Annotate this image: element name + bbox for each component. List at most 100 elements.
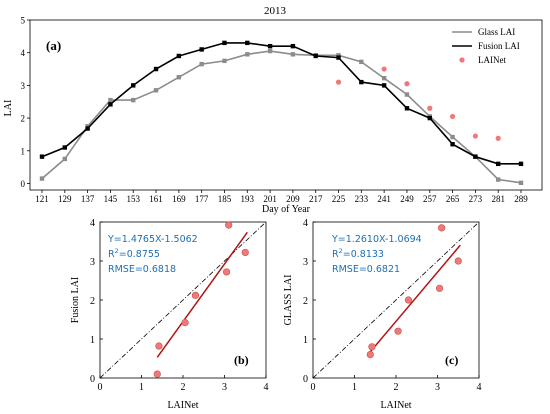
y-tick-label: 2 — [90, 296, 95, 307]
panel-a-label: (a) — [46, 38, 61, 53]
panel-a-plot-frame — [29, 19, 543, 191]
fusion-lai-marker — [267, 43, 273, 49]
fit-line — [369, 244, 461, 353]
x-tick-label: 1 — [139, 382, 144, 393]
y-tick-label: 3 — [90, 257, 95, 268]
lainet-point — [495, 135, 501, 141]
fusion-lai-marker — [62, 145, 68, 150]
y-tick-label: 1 — [21, 146, 26, 156]
glass-lai-marker — [518, 180, 524, 186]
y-tick-label: 2 — [303, 296, 308, 307]
x-tick-label: 153 — [126, 194, 140, 204]
glass-lai-marker — [336, 53, 341, 58]
fusion-lai-marker — [39, 154, 45, 159]
fusion-lai-marker — [427, 115, 432, 121]
panel-c-r2-exponent: 2 — [339, 247, 343, 255]
panel-a-y-axis-label: LAI — [3, 100, 14, 117]
fusion-lai-marker — [245, 40, 250, 46]
panel-a-x-axis-label: Day of Year — [262, 204, 311, 215]
glass-lai-marker — [39, 176, 45, 181]
x-tick-label: 1 — [352, 382, 357, 393]
fusion-lai-marker — [359, 79, 364, 85]
panel-b-equation: Y=1.4765X-1.5062 — [107, 234, 198, 245]
x-tick-label: 249 — [400, 194, 414, 204]
panel-b-label: (b) — [234, 353, 249, 367]
fit-line — [156, 231, 248, 358]
x-tick-label: 225 — [332, 194, 346, 204]
lainet-point — [335, 79, 342, 85]
glass-lai-marker — [290, 52, 296, 57]
x-tick-label: 233 — [355, 194, 369, 204]
panel-c-equation: Y=1.2610X-1.0694 — [331, 234, 422, 245]
fusion-lai-marker — [176, 53, 182, 59]
legend-lainet-point-swatch — [459, 57, 465, 63]
scatter-point — [394, 327, 402, 335]
glass-lai-marker — [176, 75, 182, 80]
y-tick-label: 0 — [90, 374, 95, 385]
glass-lai-marker — [450, 134, 455, 140]
fusion-lai-marker — [199, 47, 204, 52]
x-tick-label: 121 — [35, 194, 49, 204]
x-tick-label: 0 — [98, 382, 103, 393]
legend-lainet-label: LAINet — [478, 55, 506, 65]
glass-lai-marker — [222, 58, 227, 64]
x-tick-label: 289 — [514, 194, 528, 204]
x-tick-label: 137 — [81, 194, 95, 204]
lainet-point — [427, 105, 433, 111]
y-tick-label: 0 — [303, 374, 308, 385]
fusion-lai-marker — [518, 161, 524, 167]
x-tick-label: 185 — [218, 194, 232, 204]
x-tick-label: 4 — [477, 382, 482, 393]
lainet-point — [449, 113, 456, 120]
panel-a-y-axis: 0 1 2 3 4 5 — [21, 16, 30, 189]
panel-b-axes: 0 1 2 3 4 0 1 2 3 4 — [90, 218, 269, 393]
panel-c-y-axis-label: GLASS LAI — [283, 275, 294, 326]
x-tick-label: 0 — [311, 382, 316, 393]
x-tick-label: 281 — [491, 194, 505, 204]
scatter-point — [404, 296, 413, 304]
fusion-lai-marker — [131, 83, 136, 88]
panel-c-r2: R2=0.8133 — [332, 247, 384, 260]
fusion-lai-series-line — [41, 42, 521, 165]
glass-lai-marker — [131, 97, 136, 103]
glass-lai-marker — [404, 92, 410, 97]
x-tick-label: 2 — [394, 382, 399, 393]
scatter-point — [454, 257, 462, 265]
glass-lai-marker — [381, 75, 387, 81]
panel-b-r2-value: =0.8755 — [119, 249, 160, 260]
panel-c-r2-value: =0.8133 — [343, 249, 384, 260]
x-tick-label: 161 — [149, 194, 163, 204]
panel-a-title: 2013 — [264, 5, 287, 17]
scatter-point — [366, 351, 374, 359]
glass-lai-marker — [199, 61, 204, 67]
scatter-point — [155, 342, 163, 350]
fusion-lai-marker — [495, 161, 501, 167]
y-tick-label: 5 — [21, 16, 26, 26]
lainet-point — [381, 66, 387, 72]
scatter-point — [438, 224, 446, 232]
scatter-point — [368, 343, 376, 351]
scatter-point — [191, 291, 200, 299]
panel-c-x-axis-label: LAINet — [380, 400, 411, 411]
legend-glass-label: Glass LAI — [478, 27, 515, 37]
scatter-point — [225, 221, 233, 229]
x-tick-label: 129 — [58, 194, 72, 204]
lainet-point — [472, 133, 478, 139]
x-tick-label: 217 — [309, 194, 323, 204]
x-tick-label: 177 — [195, 194, 209, 204]
x-tick-label: 2 — [181, 382, 186, 393]
x-tick-label: 4 — [264, 382, 269, 393]
x-tick-label: 265 — [446, 194, 460, 204]
panel-b-y-axis-label: Fusion LAI — [70, 277, 81, 323]
panel-b-r2-r: R — [108, 249, 115, 260]
x-tick-label: 209 — [286, 194, 300, 204]
lainet-point — [404, 81, 410, 87]
x-tick-label: 145 — [104, 194, 118, 204]
one-to-one-line — [312, 221, 480, 379]
scatter-point — [153, 370, 161, 378]
y-tick-label: 0 — [21, 179, 26, 189]
glass-lai-marker — [495, 177, 501, 182]
